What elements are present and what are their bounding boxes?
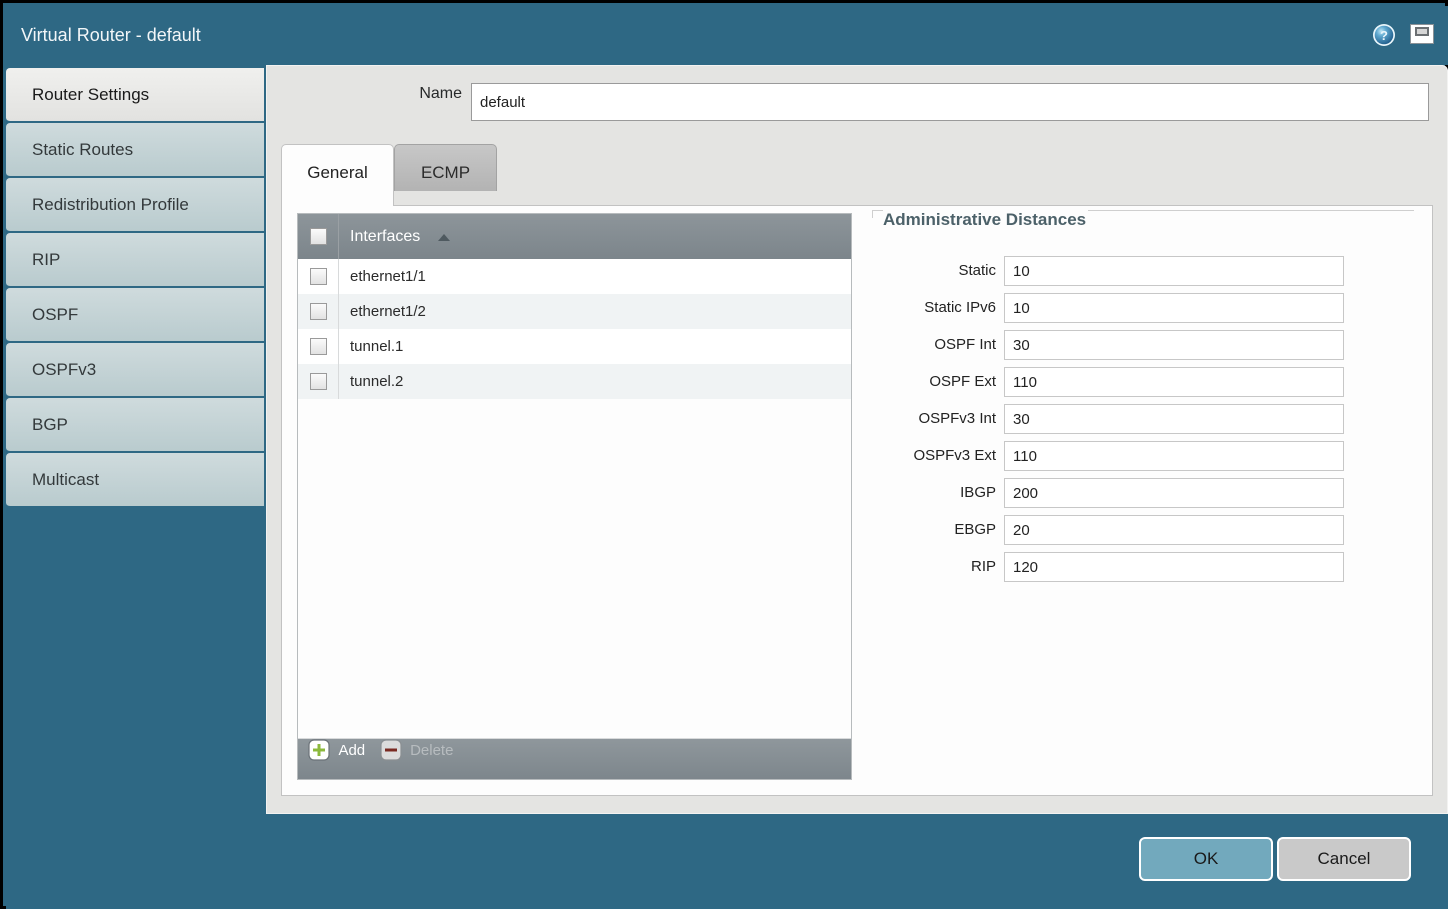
- svg-text:?: ?: [1380, 28, 1388, 43]
